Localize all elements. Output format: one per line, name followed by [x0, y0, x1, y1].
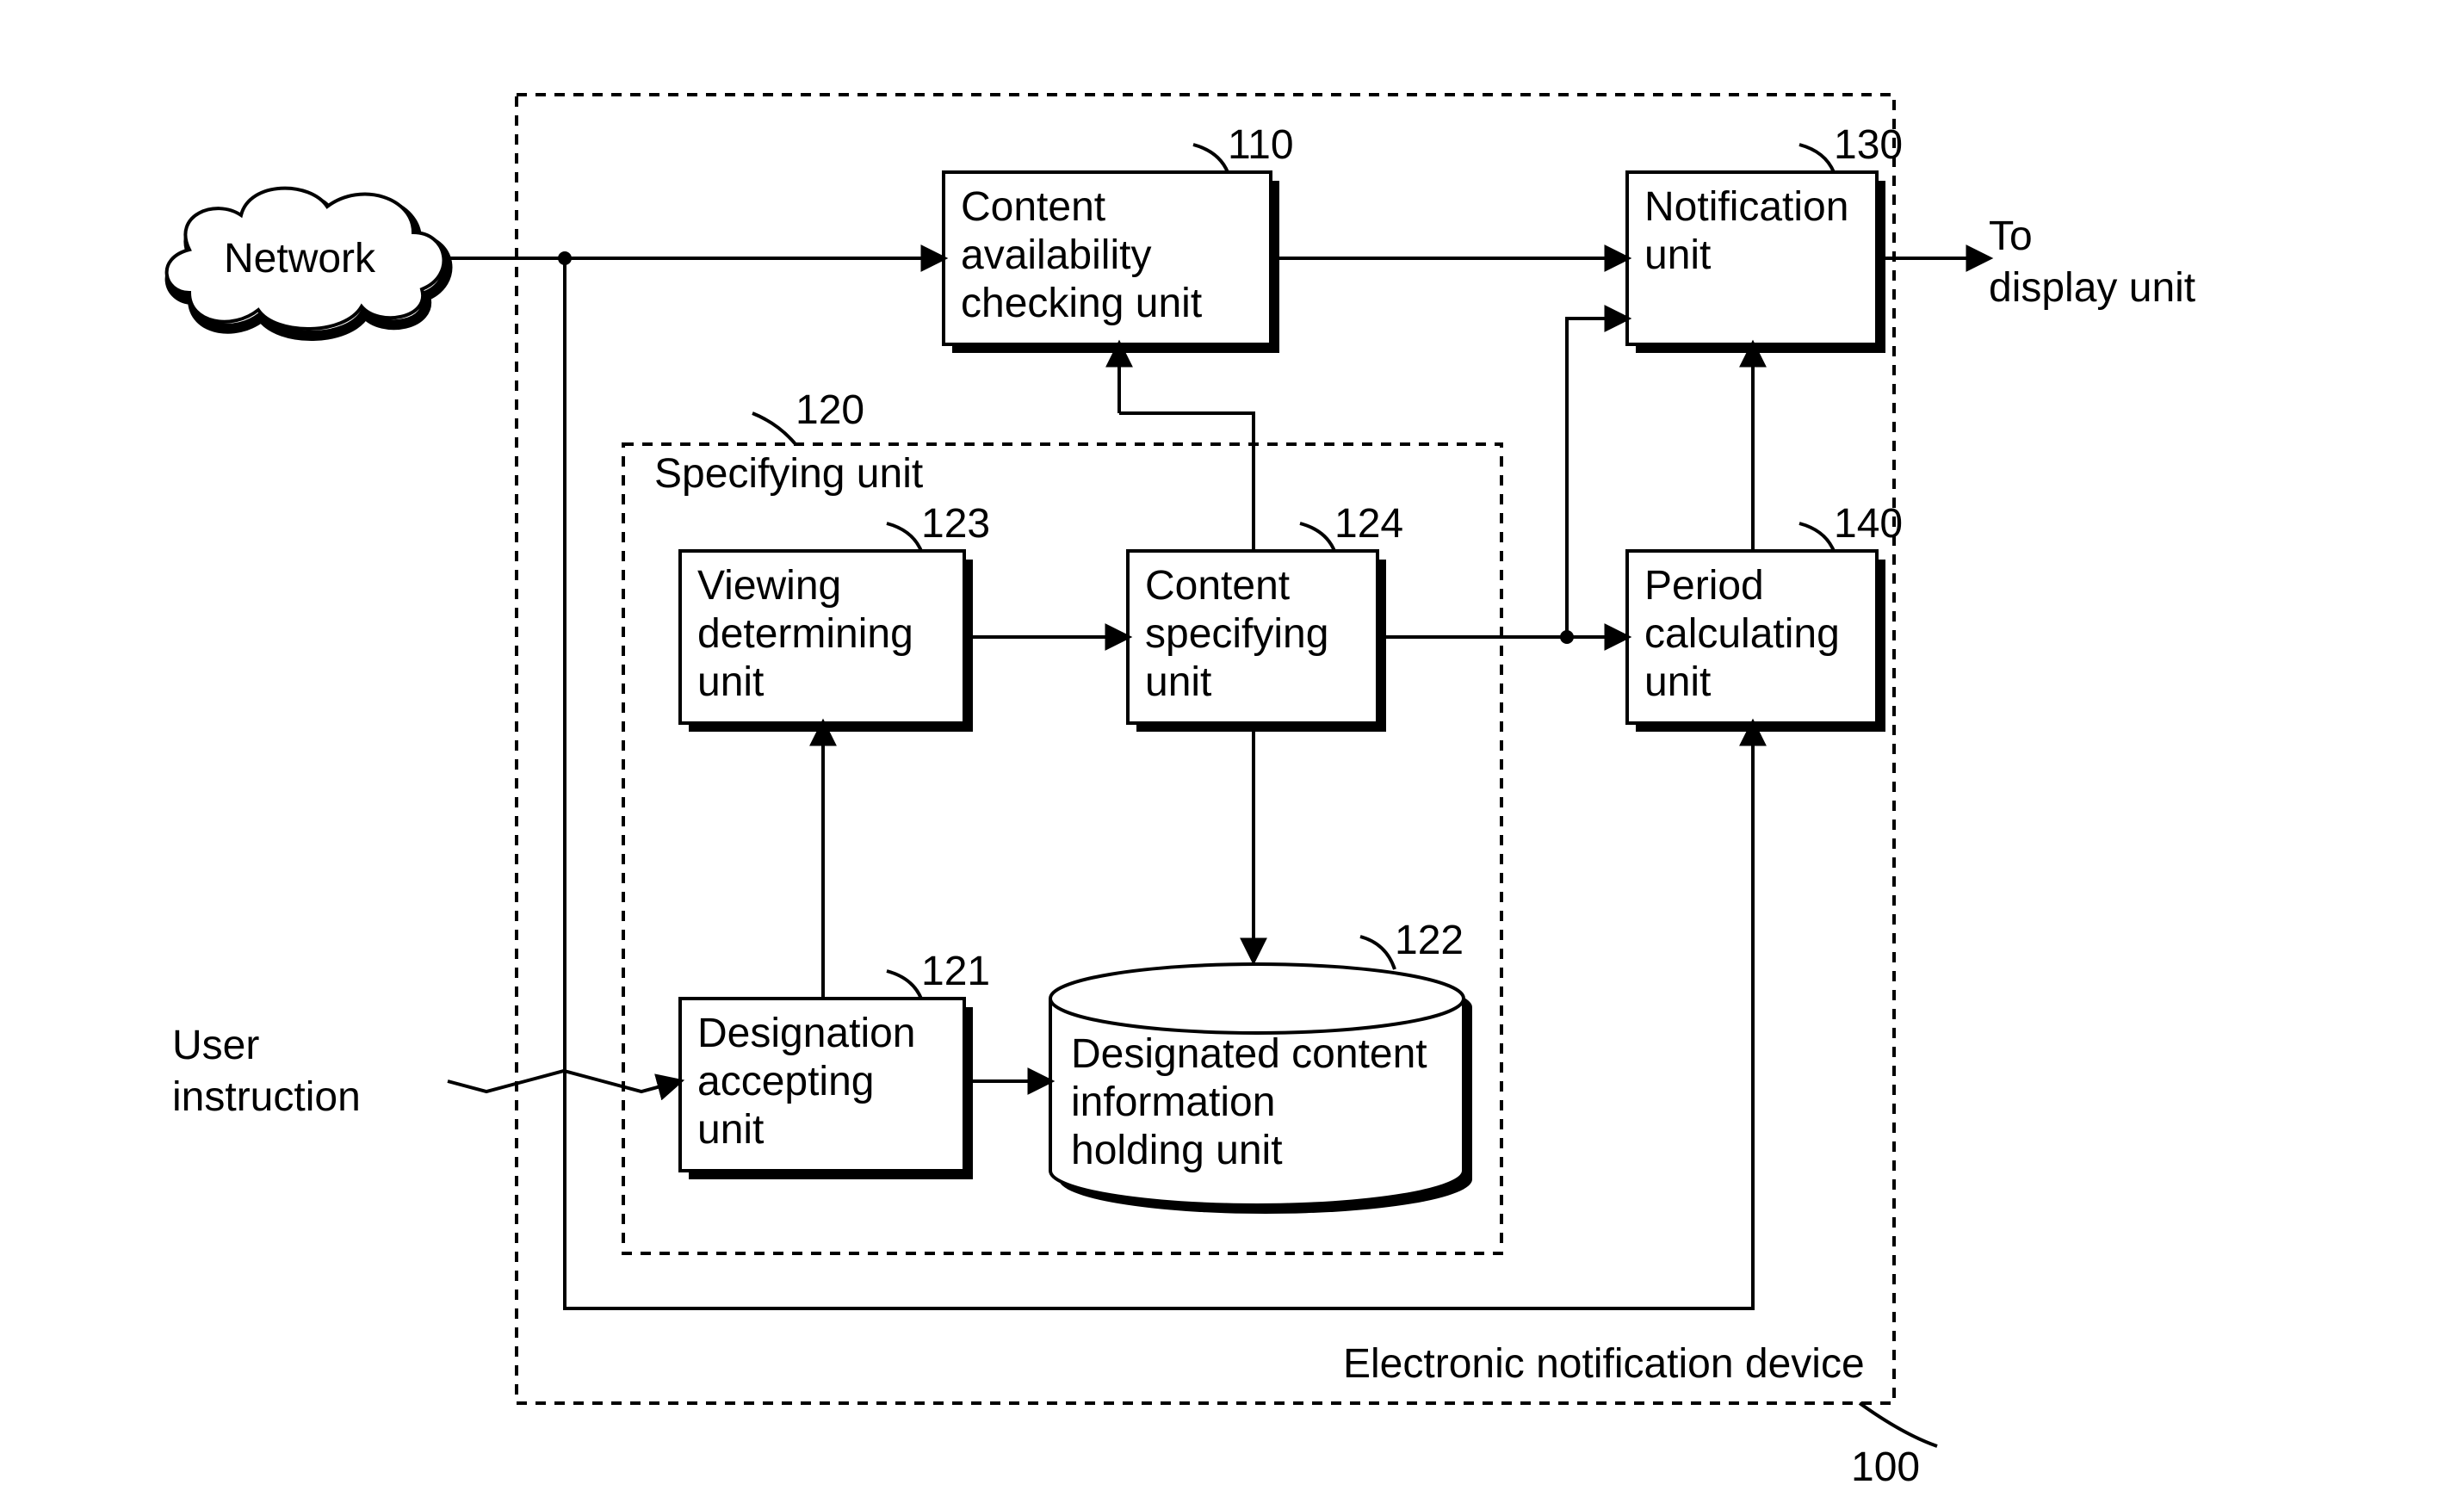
user-instruction-label2: instruction: [172, 1074, 361, 1120]
period-calculating-unit-leader: [1799, 523, 1834, 551]
viewing-determining-unit-ref: 123: [921, 501, 990, 547]
diagram-canvas: Electronic notification device 100 Specify…: [0, 0, 2464, 1503]
period-calculating-unit-text: calculating: [1644, 611, 1840, 657]
content-availability-checking-unit-leader: [1193, 145, 1228, 172]
viewing-determining-unit-text: unit: [697, 659, 764, 705]
viewing-determining-unit-text: determining: [697, 611, 913, 657]
holding-unit-ref: 122: [1395, 918, 1464, 963]
content-specifying-unit-leader: [1300, 523, 1334, 551]
period-calculating-unit-text: unit: [1644, 659, 1711, 705]
designation-accepting-unit-text: accepting: [697, 1059, 874, 1104]
content-specifying-unit-text: unit: [1145, 659, 1211, 705]
edge-124-over-to-110: [1119, 413, 1254, 551]
content-availability-checking-unit-text: availability: [961, 232, 1151, 278]
notification-unit-ref: 130: [1834, 122, 1903, 168]
designation-accepting-unit-text: unit: [697, 1107, 764, 1153]
leader-120: [752, 413, 796, 444]
content-specifying-unit-text: Content: [1145, 563, 1290, 609]
network-label: Network: [224, 236, 376, 281]
designation-accepting-unit-ref: 121: [921, 949, 990, 994]
ref-120: 120: [796, 387, 864, 433]
to-display-label2: display unit: [1989, 265, 2195, 311]
leader-100: [1860, 1403, 1937, 1446]
holding-unit-text1: Designated content: [1071, 1031, 1427, 1077]
notification-unit-text: Notification: [1644, 184, 1848, 230]
designation-accepting-unit-text: Designation: [697, 1011, 916, 1056]
period-calculating-unit-text: Period: [1644, 563, 1764, 609]
ref-100: 100: [1851, 1444, 1920, 1490]
holding-unit-text3: holding unit: [1071, 1128, 1283, 1173]
viewing-determining-unit-leader: [887, 523, 921, 551]
device-label: Electronic notification device: [1343, 1341, 1865, 1387]
notification-unit-leader: [1799, 145, 1834, 172]
content-specifying-unit-text: specifying: [1145, 611, 1328, 657]
holding-unit-text2: information: [1071, 1079, 1275, 1125]
specifying-label: Specifying unit: [654, 451, 923, 497]
content-availability-checking-unit-text: checking unit: [961, 281, 1202, 326]
notification-unit-text: unit: [1644, 232, 1711, 278]
content-availability-checking-unit-text: Content: [961, 184, 1105, 230]
designation-accepting-unit-leader: [887, 971, 921, 999]
viewing-determining-unit-text: Viewing: [697, 563, 841, 609]
content-availability-checking-unit-ref: 110: [1228, 122, 1294, 168]
user-instruction-label: User: [172, 1023, 259, 1068]
content-specifying-unit-ref: 124: [1334, 501, 1403, 547]
holding-unit-leader: [1360, 937, 1395, 969]
period-calculating-unit-ref: 140: [1834, 501, 1903, 547]
to-display-label: To: [1989, 213, 2033, 259]
edge-jct-up-to-130: [1567, 319, 1627, 637]
